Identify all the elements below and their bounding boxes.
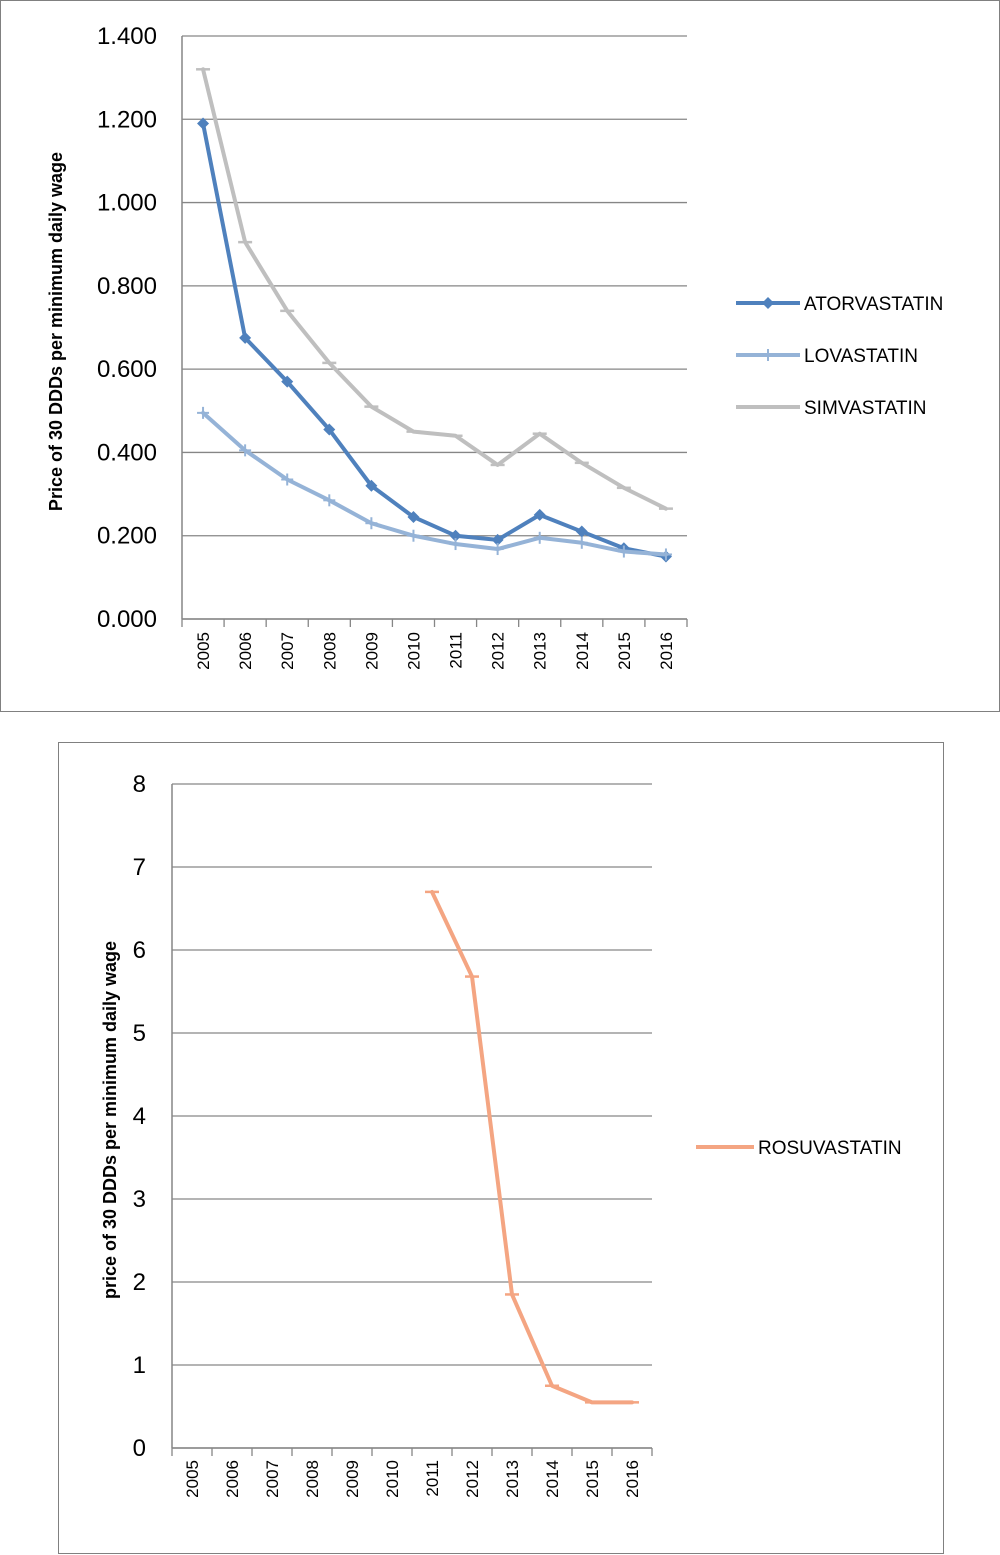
y-tick-label: 7 (133, 854, 146, 881)
data-point (365, 479, 378, 492)
y-tick-labels: 0 1 2 3 4 5 6 7 8 (133, 771, 146, 1462)
y-tick-labels: 0.000 0.200 0.400 0.600 0.800 1.000 1.200 1.400 (97, 23, 157, 633)
x-tick-label: 2010 (404, 632, 423, 670)
x-tick-labels: 2005 2006 2007 2008 2009 2010 2011 2012 2013 2014… (183, 1460, 642, 1498)
x-tick-label: 2011 (423, 1460, 442, 1497)
x-tick-label: 2013 (531, 632, 550, 670)
y-tick-label: 0.800 (97, 273, 157, 300)
data-point (575, 536, 588, 549)
y-tick-label: 0 (133, 1435, 146, 1462)
y-tick-label: 6 (133, 937, 146, 964)
x-tick-label: 2005 (183, 1460, 202, 1498)
legend-label: ATORVASTATIN (804, 294, 943, 315)
data-point (407, 510, 420, 523)
legend-label: LOVASTATIN (804, 346, 918, 367)
data-point (659, 548, 672, 561)
x-tick-label: 2016 (657, 632, 676, 670)
legend-marker (762, 297, 774, 309)
y-axis-title: price of 30 DDDs per minimum daily wage (100, 941, 120, 1299)
legend-label: SIMVASTATIN (804, 398, 926, 419)
data-point (449, 538, 462, 551)
x-tick-label: 2016 (623, 1460, 642, 1498)
x-tick-label: 2011 (447, 632, 466, 669)
y-tick-label: 1.200 (97, 106, 157, 133)
data-point (449, 529, 462, 542)
x-tick-label: 2012 (463, 1460, 482, 1498)
x-tick-label: 2005 (194, 632, 213, 670)
series-line (201, 67, 668, 511)
y-tick-label: 4 (133, 1103, 146, 1130)
data-point (281, 375, 294, 388)
series-atorvastatin (197, 117, 672, 563)
x-tick-label: 2014 (573, 632, 592, 670)
data-point (239, 331, 252, 344)
x-tick-label: 2010 (383, 1460, 402, 1498)
data-point (197, 117, 210, 130)
series-simvastatin (196, 67, 673, 511)
data-point (533, 508, 546, 521)
x-tick-label: 2006 (236, 632, 255, 670)
gridlines (182, 35, 687, 620)
y-tick-label: 1.000 (97, 190, 157, 217)
y-tick-label: 3 (133, 1186, 146, 1213)
y-tick-label: 0.400 (97, 439, 157, 466)
data-point (323, 494, 336, 507)
y-tick-label: 1.400 (97, 23, 157, 50)
data-point (323, 423, 336, 436)
data-point (407, 529, 420, 542)
data-point (239, 444, 252, 457)
y-tick-label: 0.600 (97, 356, 157, 383)
series-lovastatin (197, 406, 672, 561)
chart-panel-rosuvastatin (58, 742, 944, 1554)
y-tick-label: 5 (133, 1020, 146, 1047)
legend-entry: LOVASTATIN (736, 346, 918, 367)
legend-marker (762, 349, 774, 361)
x-tick-label: 2014 (543, 1460, 562, 1498)
data-point (365, 517, 378, 530)
x-tick-label: 2013 (503, 1460, 522, 1498)
x-tick-label: 2009 (343, 1460, 362, 1498)
x-tick-label: 2007 (263, 1460, 282, 1498)
data-point (197, 406, 210, 419)
series-line (430, 889, 634, 1405)
y-tick-label: 0.000 (97, 606, 157, 633)
legend-entry: ROSUVASTATIN (696, 1138, 902, 1159)
x-tick-label: 2009 (362, 632, 381, 670)
data-point (533, 531, 546, 544)
x-tick-label: 2008 (320, 632, 339, 670)
x-tick-label: 2008 (303, 1460, 322, 1498)
data-point (575, 525, 588, 538)
x-tick-label: 2006 (223, 1460, 242, 1498)
series-line (201, 410, 668, 557)
x-tick-label: 2015 (583, 1460, 602, 1498)
data-point (617, 545, 630, 558)
legend-entry: SIMVASTATIN (736, 398, 926, 419)
series-rosuvastatin (425, 889, 639, 1405)
legend-entry: ATORVASTATIN (736, 294, 943, 315)
x-tick-label: 2015 (615, 632, 634, 670)
y-tick-label: 1 (133, 1352, 146, 1379)
data-point (281, 473, 294, 486)
y-axis-title: Price of 30 DDDs per minimum daily wage (46, 152, 66, 511)
y-tick-label: 2 (133, 1269, 146, 1296)
data-point (491, 533, 504, 546)
x-tick-labels: 2005 2006 2007 2008 2009 2010 2011 2012 2013 2014… (194, 632, 676, 670)
series-line (201, 121, 668, 559)
x-tick-label: 2007 (278, 632, 297, 670)
x-tick-label: 2012 (489, 632, 508, 670)
data-point (491, 543, 504, 556)
gridlines (172, 783, 652, 1449)
y-tick-label: 8 (133, 771, 146, 798)
legend-label: ROSUVASTATIN (758, 1138, 902, 1159)
chart-2: 0 1 2 3 4 5 6 7 8 2005 2006 2007 2008 2009 2010 2011 201… (100, 771, 902, 1498)
y-tick-label: 0.200 (97, 523, 157, 550)
chart-1: 0.000 0.200 0.400 0.600 0.800 1.000 1.200 1.400… (46, 23, 943, 670)
